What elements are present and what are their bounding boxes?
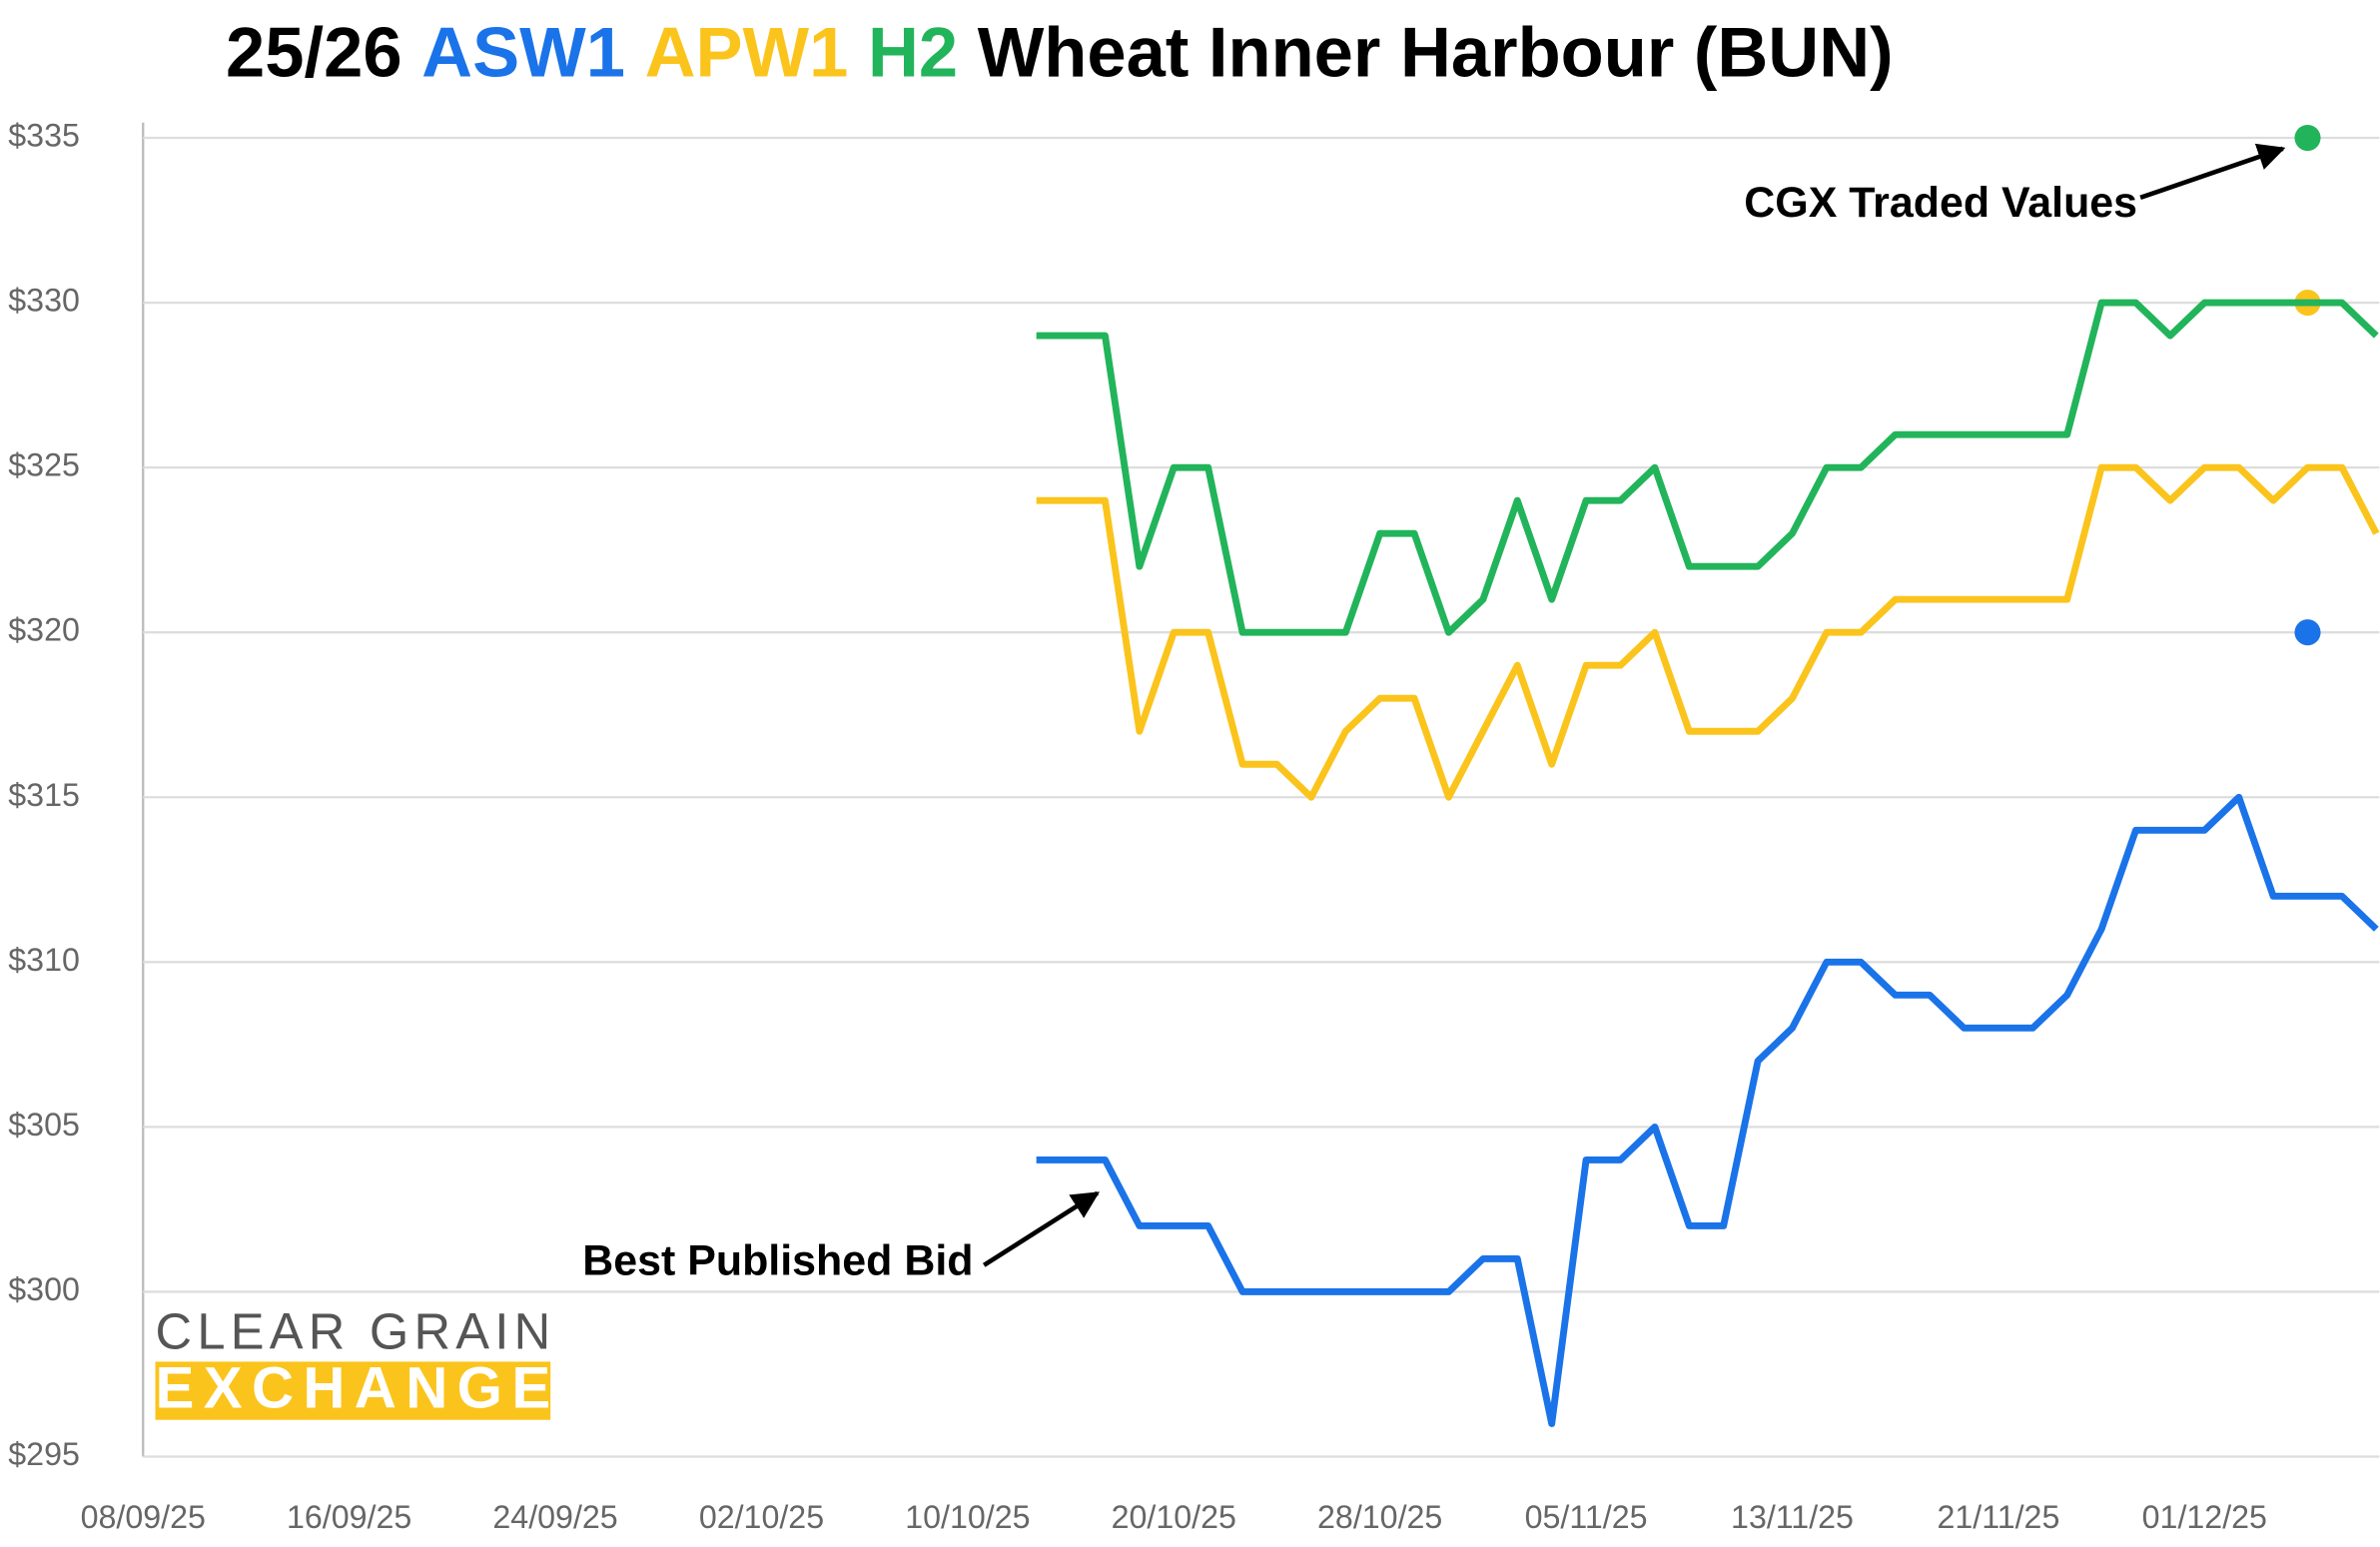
plot: $295 $300 $305 $310 $315 $320 $325 $330 $335 08/0… [8, 118, 2380, 1535]
title-part: ASW1 [421, 13, 625, 92]
x-tick-label: 08/09/25 [81, 1499, 206, 1535]
x-tick-label: 24/09/25 [492, 1499, 617, 1535]
title-part: 25/26 [226, 13, 402, 92]
annotation: Best Published Bid [582, 1237, 973, 1285]
x-tick-label: 16/09/25 [287, 1499, 411, 1535]
series-line [1036, 299, 2379, 636]
series-line [1036, 463, 2380, 801]
x-tick-label: 28/10/25 [1317, 1499, 1442, 1535]
y-tick-label: $300 [8, 1271, 80, 1307]
x-tick-label: 20/10/25 [1112, 1499, 1236, 1535]
annotation: CGX Traded Values [1744, 179, 2137, 227]
y-tick-label: $325 [8, 447, 80, 483]
title-part: APW1 [645, 13, 849, 92]
logo-bg [155, 1361, 551, 1420]
x-tick-label: 01/12/25 [2142, 1499, 2267, 1535]
arrow [982, 1190, 1101, 1267]
y-tick-label: $320 [8, 612, 80, 648]
x-tick-label: 13/11/25 [1731, 1499, 1854, 1535]
arrow [2139, 143, 2286, 201]
title-part: Wheat Inner Harbour (BUN) [978, 13, 1894, 92]
chart-title: 25/26 ASW1 APW1 H2 Wheat Inner Harbour (… [226, 13, 1894, 92]
traded-point [2294, 619, 2321, 646]
y-tick-label: $335 [8, 118, 80, 154]
x-tick-label: 10/10/25 [905, 1499, 1030, 1535]
x-tick-label: 05/11/25 [1525, 1499, 1648, 1535]
title-part: H2 [868, 13, 958, 92]
x-tick-label: 21/11/25 [1937, 1499, 2059, 1535]
series-line [1036, 793, 2379, 1427]
y-tick-label: $330 [8, 283, 80, 319]
y-tick-label: $295 [8, 1436, 80, 1472]
traded-point [2294, 124, 2321, 152]
y-tick-label: $315 [8, 777, 80, 813]
y-tick-label: $310 [8, 942, 80, 978]
x-tick-label: 02/10/25 [699, 1499, 824, 1535]
y-tick-label: $305 [8, 1107, 80, 1143]
logo-text: CLEAR GRAIN [156, 1303, 551, 1360]
